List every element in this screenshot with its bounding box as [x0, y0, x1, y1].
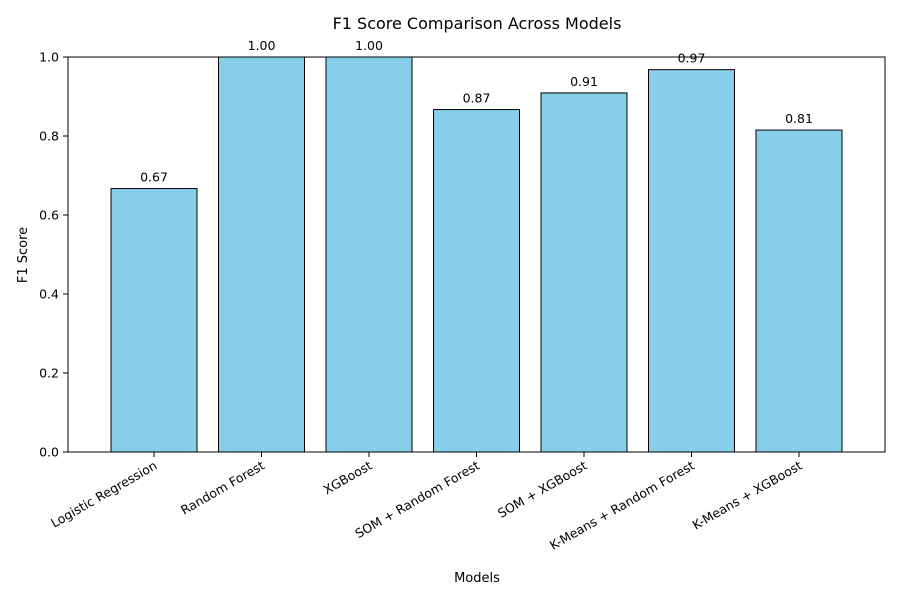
bar [433, 109, 520, 453]
bar [755, 129, 843, 453]
y-tick-label: 0.2 [39, 366, 59, 381]
bar-value-label: 0.67 [140, 170, 168, 185]
y-axis: 0.0 0.2 0.4 0.6 0.8 1.0 [39, 50, 68, 460]
y-tick-label: 0.0 [39, 445, 59, 460]
bar-value-label: 1.00 [248, 38, 276, 53]
x-tick-label: SOM + XGBoost [495, 458, 590, 521]
bar [648, 69, 735, 453]
data-labels-group: 0.67 1.00 1.00 0.87 0.91 0.97 0.81 [140, 38, 813, 185]
bar-value-label: 1.00 [355, 38, 383, 53]
chart-title: F1 Score Comparison Across Models [333, 14, 622, 33]
x-tick-label: XGBoost [321, 458, 375, 498]
x-axis-label: Models [454, 571, 500, 586]
bar [110, 188, 198, 453]
bar-value-label: 0.97 [678, 51, 706, 66]
bar-value-label: 0.91 [570, 74, 598, 89]
x-tick-label: Logistic Regression [48, 458, 159, 531]
bar-value-label: 0.87 [463, 91, 491, 106]
bar [325, 56, 413, 453]
y-tick-label: 0.8 [39, 129, 59, 144]
bar-value-label: 0.81 [785, 111, 813, 126]
x-tick-label: Random Forest [178, 458, 267, 518]
bars-group [110, 56, 843, 453]
y-tick-label: 0.6 [39, 208, 59, 223]
y-axis-label: F1 Score [16, 227, 31, 283]
bar [540, 92, 628, 453]
x-tick-label: K-Means + XGBoost [690, 458, 805, 533]
x-axis: Logistic Regression Random Forest XGBoost S… [48, 452, 805, 553]
plot-frame [67, 56, 886, 453]
bar [218, 56, 305, 453]
y-tick-label: 0.4 [39, 287, 59, 302]
y-tick-label: 1.0 [39, 50, 59, 65]
